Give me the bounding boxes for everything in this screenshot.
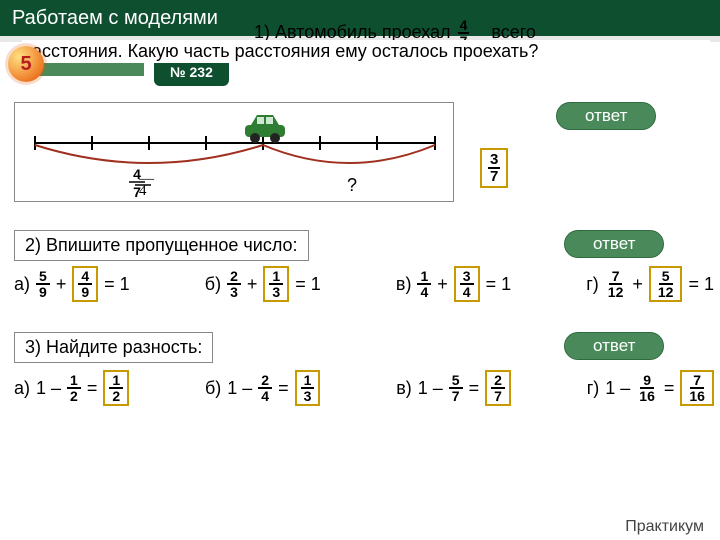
p1-mid: всего <box>491 22 536 42</box>
p3b-label: б) <box>205 378 221 399</box>
p3v-label: в) <box>396 378 412 399</box>
p1-cont: расстояния. Какую часть расстояния ему о… <box>22 41 538 61</box>
p3b-answer-box: 13 <box>295 370 321 406</box>
p2v-frac1: 14 <box>417 269 431 299</box>
p2-item-b: б) 23 + 13 = 1 <box>205 266 321 302</box>
p3b-pre: 1 – <box>227 378 252 399</box>
p3v-answer-box: 27 <box>485 370 511 406</box>
p2g-answer-box: 512 <box>649 266 683 302</box>
p3-title: 3) Найдите разность: <box>25 337 202 357</box>
answer-label-3: ответ <box>593 336 635 355</box>
number-line-diagram: 4 — ? 4 7 <box>14 102 454 202</box>
p3-item-g: г) 1 – 916 = 716 <box>587 370 714 406</box>
p3g-eq: = <box>664 378 675 399</box>
footer-label: Практикум <box>625 518 704 536</box>
svg-text:7: 7 <box>133 184 141 200</box>
p1-answer-box: 3 7 <box>480 148 508 188</box>
p3-answer-button[interactable]: ответ <box>564 332 664 360</box>
p2g-frac1: 712 <box>605 269 627 299</box>
p2-answer-button[interactable]: ответ <box>564 230 664 258</box>
p3v-frac1: 57 <box>449 373 463 403</box>
p3-title-box: 3) Найдите разность: <box>14 332 213 363</box>
p2v-result: = 1 <box>486 274 512 295</box>
p2b-answer-box: 13 <box>263 266 289 302</box>
svg-text:4: 4 <box>133 166 141 182</box>
answer-label-2: ответ <box>593 234 635 253</box>
p2b-result: = 1 <box>295 274 321 295</box>
p2a-answer-box: 49 <box>72 266 98 302</box>
p1-answer-button[interactable]: ответ <box>556 102 656 130</box>
p2-title-box: 2) Впишите пропущенное число: <box>14 230 309 261</box>
p2v-answer-box: 34 <box>454 266 480 302</box>
p3-item-b: б) 1 – 24 = 13 <box>205 370 320 406</box>
p3-item-v: в) 1 – 57 = 27 <box>396 370 511 406</box>
p3g-pre: 1 – <box>605 378 630 399</box>
p3b-eq: = <box>278 378 289 399</box>
p2b-op: + <box>247 274 258 295</box>
badge-number: 5 <box>20 53 31 76</box>
p3g-answer-box: 716 <box>680 370 714 406</box>
problem1-text-line2: расстояния. Какую часть расстояния ему о… <box>22 40 710 63</box>
p3v-pre: 1 – <box>418 378 443 399</box>
p2-item-a: а) 59 + 49 = 1 <box>14 266 130 302</box>
p2-item-v: в) 14 + 34 = 1 <box>396 266 511 302</box>
p3g-label: г) <box>587 378 600 399</box>
p2a-frac1: 59 <box>36 269 50 299</box>
p2-row: а) 59 + 49 = 1 б) 23 + 13 = 1 в) 14 + 34… <box>14 266 714 302</box>
p3a-label: а) <box>14 378 30 399</box>
level-badge: 5 <box>8 46 44 82</box>
p3-row: а) 1 – 12 = 12 б) 1 – 24 = 13 в) 1 – 57 … <box>14 370 714 406</box>
header-title: Работаем с моделями <box>12 7 218 30</box>
p3a-frac1: 12 <box>67 373 81 403</box>
p2b-label: б) <box>205 274 221 295</box>
p3a-pre: 1 – <box>36 378 61 399</box>
p2-item-g: г) 712 + 512 = 1 <box>586 266 714 302</box>
p3a-eq: = <box>87 378 98 399</box>
task-number: № 232 <box>170 64 213 80</box>
answer-label: ответ <box>585 106 627 125</box>
p2v-op: + <box>437 274 448 295</box>
p2a-result: = 1 <box>104 274 130 295</box>
p3a-answer-box: 12 <box>103 370 129 406</box>
p2g-result: = 1 <box>688 274 714 295</box>
p2v-label: в) <box>396 274 412 295</box>
diagram-svg: 4 — ? 4 7 <box>15 103 455 203</box>
p2b-frac1: 23 <box>227 269 241 299</box>
footer-text: Практикум <box>625 518 704 535</box>
p3b-frac1: 24 <box>258 373 272 403</box>
svg-text:?: ? <box>347 175 357 195</box>
p2g-label: г) <box>586 274 599 295</box>
p1-prefix: 1) Автомобиль проехал <box>254 22 451 42</box>
p1-ans-den: 7 <box>488 169 500 184</box>
p3g-frac1: 916 <box>636 373 658 403</box>
p3v-eq: = <box>469 378 480 399</box>
p1-frac-num: 4 <box>458 18 470 34</box>
p2-title: 2) Впишите пропущенное число: <box>25 235 298 255</box>
p3-item-a: а) 1 – 12 = 12 <box>14 370 129 406</box>
p2g-op: + <box>632 274 643 295</box>
p2a-label: а) <box>14 274 30 295</box>
p1-ans-num: 3 <box>488 152 500 169</box>
p2a-op: + <box>56 274 67 295</box>
